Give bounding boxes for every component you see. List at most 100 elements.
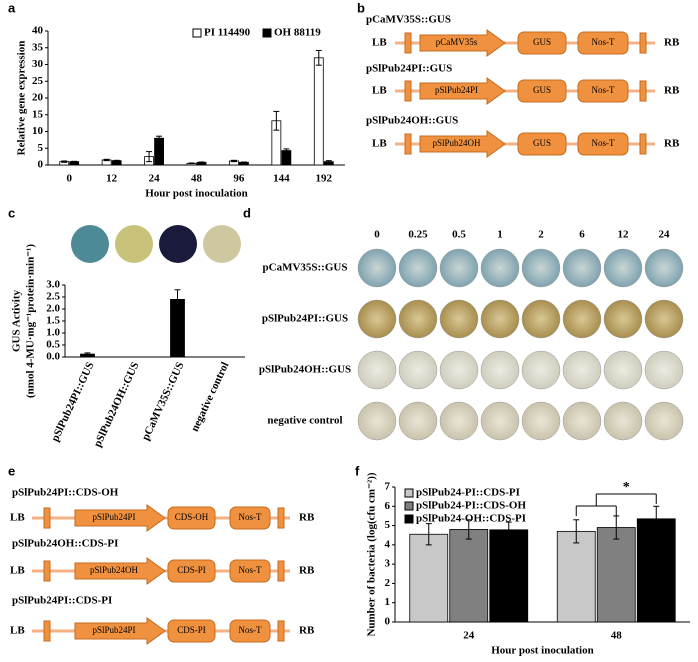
border-label: LB [372,37,387,49]
part-box [167,559,216,583]
y-tick-label: 3.0 [46,279,60,291]
column-label: 2 [538,229,544,241]
x-tick-label: pSlPub24OH::GUS [92,360,142,449]
border-box [404,32,412,54]
part-label: GUS [533,37,551,47]
part-box [577,79,629,103]
y-tick-label: 1.5 [46,315,60,327]
column-label: 0.5 [452,229,466,241]
well-image [480,299,520,339]
border-box [43,507,51,529]
y-tick-label: 25 [32,75,44,87]
well-image [644,401,684,441]
construct-name: pSlPub24PI::CDS-OH [12,487,119,499]
x-tick-label: 0 [66,173,72,185]
part-box [167,619,216,643]
part-label: Nos-T [239,625,262,635]
part-box [577,31,629,55]
border-box [404,133,412,155]
bar [489,529,529,623]
row-label: pSlPub24PI::GUS [262,313,348,325]
column-label: 6 [579,229,585,241]
promoter-arrow [74,557,166,585]
border-label: LB [10,512,25,524]
y-axis-label: Relative gene expression [16,41,28,156]
y-tick-label: 40 [32,25,44,37]
panel-label: e [8,463,15,478]
border-box [639,133,647,155]
construct-name: pSlPub24OH::CDS-PI [12,538,118,550]
promoter-arrow [419,29,506,57]
promoter-label: pSlPub24PI [92,512,135,522]
well-image [644,350,684,390]
column-label: 0 [374,229,380,241]
part-box [517,31,567,55]
part-label: Nos-T [592,138,615,148]
well-image [603,299,643,339]
construct-name: pCaMV35S::GUS [366,14,451,26]
y-tick-label: 2 [385,577,391,589]
border-label: RB [299,565,315,577]
y-tick-label: 0.5 [46,339,60,351]
part-box [517,79,567,103]
y-tick-label: 7 [385,481,391,493]
legend-swatch [192,28,202,38]
well-image [439,350,479,390]
well-image [439,248,479,288]
part-box [229,506,271,530]
well-image [159,225,197,263]
y-tick-label: 10 [32,125,44,137]
part-box [229,619,271,643]
border-box [404,80,412,102]
column-label: 24 [659,229,671,241]
part-label: CDS-PI [177,625,206,635]
well-image [439,401,479,441]
part-label: CDS-PI [177,565,206,575]
y-tick-label: 15 [32,108,44,120]
border-box [43,620,51,642]
x-tick-label: 12 [106,173,118,185]
panel-label: c [8,205,15,220]
panel-label: d [243,205,251,220]
x-tick-label: 48 [611,630,623,642]
legend-swatch [404,514,414,524]
border-box [639,32,647,54]
well-image [480,248,520,288]
promoter-label: pCaMV35s [436,37,478,47]
well-image [203,225,241,263]
legend-label: pSlPub24-PI::CDS-PI [416,487,520,499]
well-image [357,401,397,441]
promoter-label: pSlPub24OH [432,138,481,148]
part-box [229,559,271,583]
well-image [357,350,397,390]
well-image [521,299,561,339]
promoter-arrow [74,617,166,645]
bar [154,137,164,166]
y-tick-label: 1 [385,596,391,608]
border-label: RB [664,85,680,97]
x-tick-label: 24 [149,173,161,185]
well-image [562,248,602,288]
x-tick-label: pSlPub24PI::GUS [49,360,96,443]
part-box [577,132,629,156]
x-tick-label: negative control [189,360,232,433]
x-tick-label: 24 [463,630,475,642]
part-label: Nos-T [592,85,615,95]
well-image [603,248,643,288]
part-label: Nos-T [239,565,262,575]
y-tick-label: 2.0 [46,303,60,315]
panel-label: f [355,463,360,478]
promoter-arrow [419,77,506,105]
y-tick-label: 1.0 [46,327,60,339]
border-box [639,80,647,102]
annotation: * [623,480,630,495]
well-image [480,350,520,390]
border-label: RB [299,512,315,524]
y-tick-label: 0 [385,616,391,628]
column-label: 12 [618,229,630,241]
legend-label: pSlPub24-PI::CDS-OH [416,500,526,512]
y-axis-label: Number of bacteria (log(cfu cm⁻²)) [366,472,378,636]
y-tick-label: 4 [385,538,391,550]
panel-label: b [357,0,365,15]
well-image [398,299,438,339]
